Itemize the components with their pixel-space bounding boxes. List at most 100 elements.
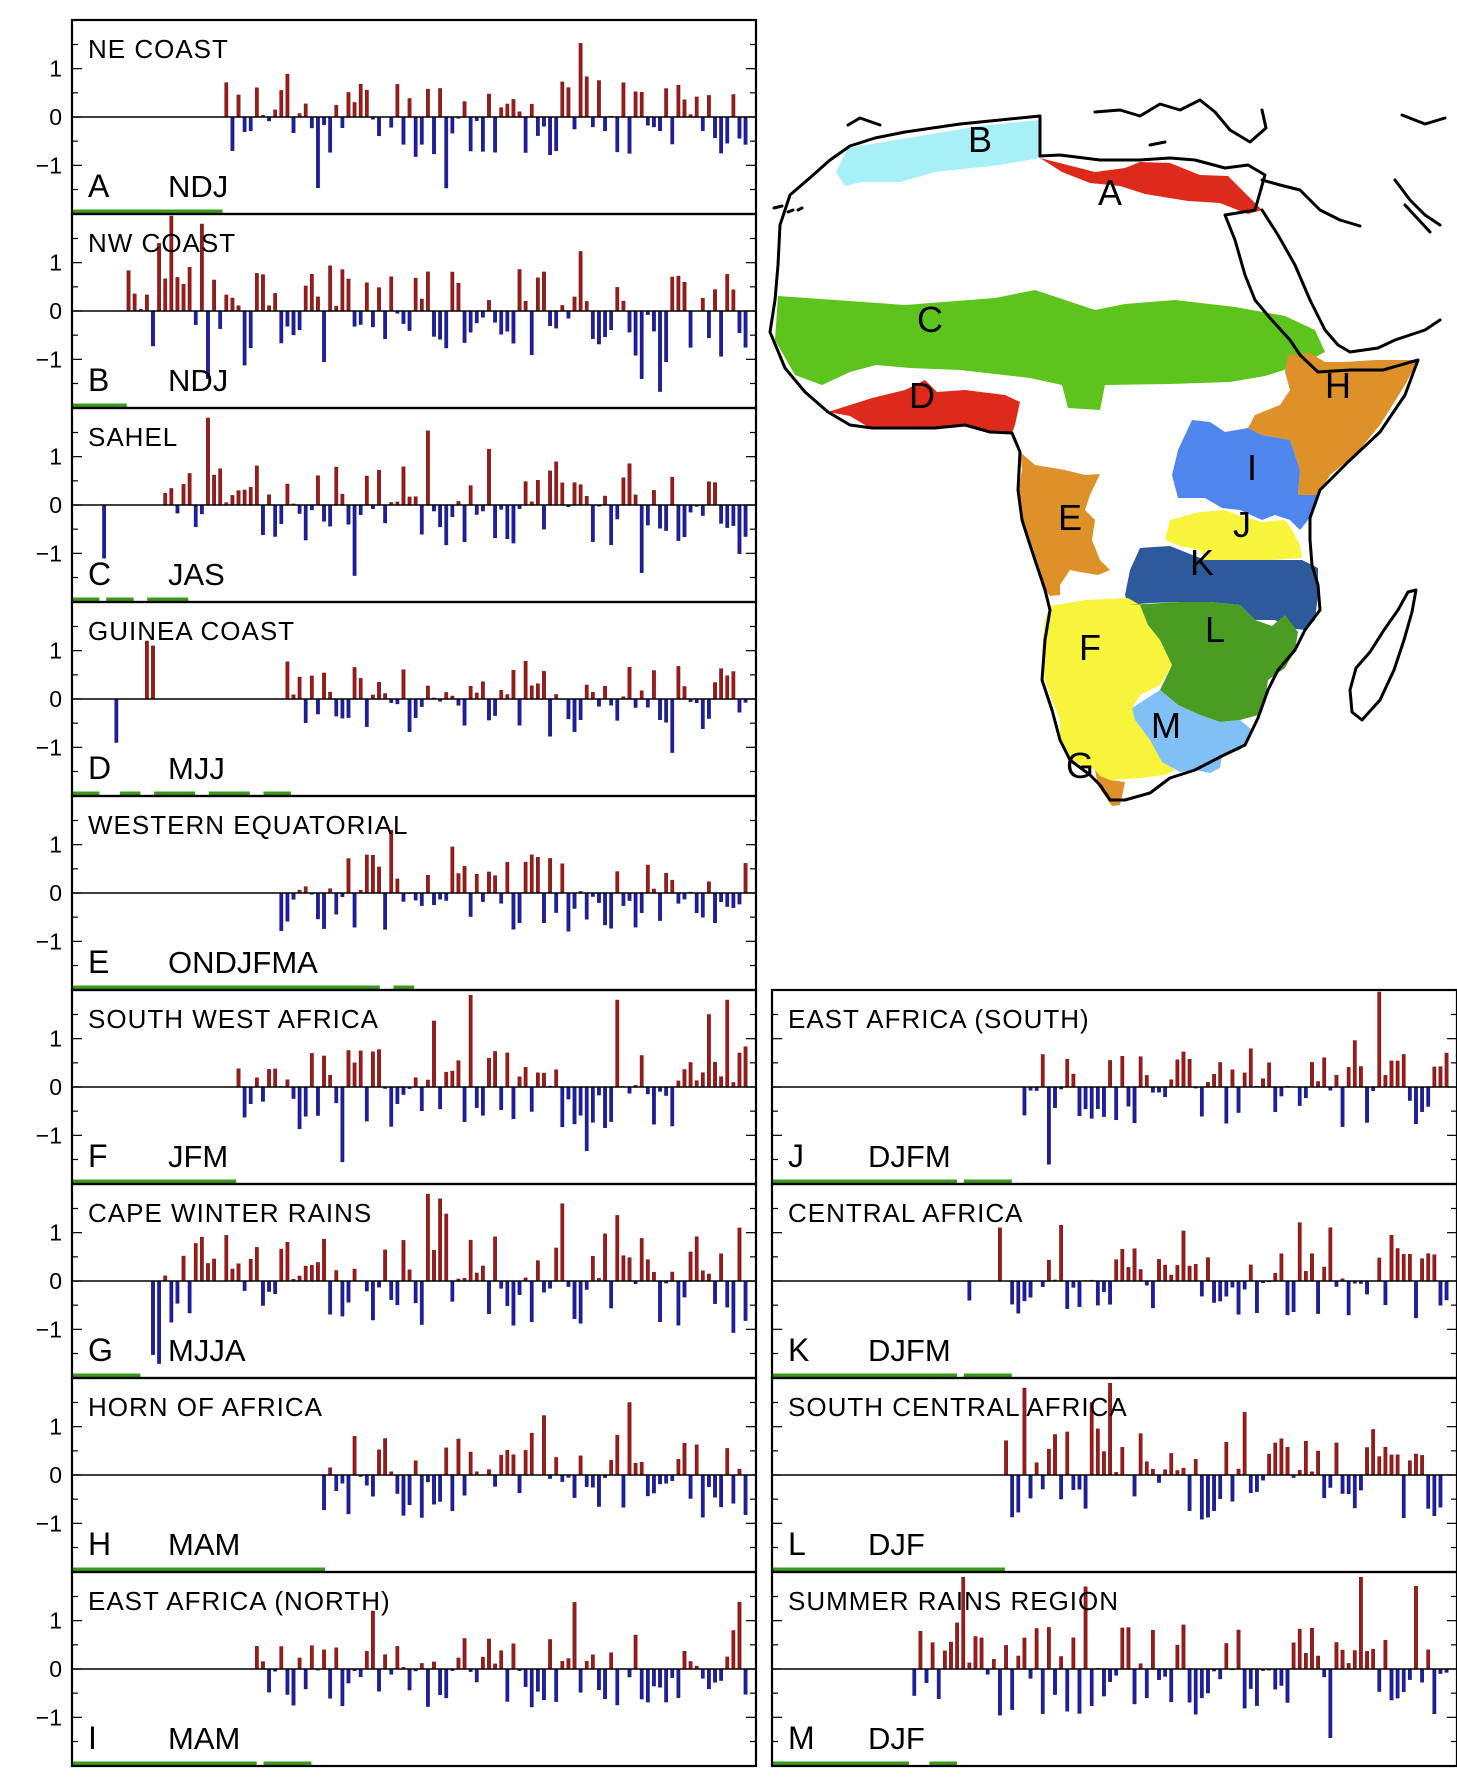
bar — [487, 449, 490, 505]
bar — [561, 1475, 564, 1482]
bar — [1408, 1461, 1411, 1475]
bar — [567, 699, 570, 719]
bar — [451, 1071, 454, 1087]
bar — [231, 495, 234, 505]
bar — [701, 117, 704, 131]
bar — [328, 1075, 331, 1087]
bar — [579, 699, 582, 720]
bar — [628, 464, 631, 505]
bar — [719, 1475, 722, 1507]
bar — [347, 279, 350, 311]
bar — [383, 311, 386, 339]
bar — [292, 117, 295, 133]
bar — [304, 699, 307, 723]
panel-letter: M — [788, 1720, 815, 1756]
bar — [328, 266, 331, 311]
bar — [640, 505, 643, 573]
bar — [689, 505, 692, 512]
bar — [732, 95, 735, 117]
bar — [677, 666, 680, 699]
bar — [298, 311, 301, 330]
ytick-label: 0 — [49, 1268, 62, 1294]
bar — [402, 670, 405, 699]
bar — [646, 699, 649, 707]
ytick-label: 0 — [49, 686, 62, 712]
ytick-label: 0 — [49, 298, 62, 324]
ytick-label: −1 — [36, 734, 62, 760]
bar — [713, 1669, 716, 1682]
bar — [420, 893, 423, 906]
bar — [1102, 1281, 1105, 1292]
bar — [640, 691, 643, 699]
bar — [402, 467, 405, 505]
bar — [353, 1269, 356, 1281]
bar — [1219, 1281, 1222, 1301]
bar — [1316, 1451, 1319, 1475]
bar — [1108, 1060, 1111, 1087]
bar — [420, 1087, 423, 1111]
map-label-f: F — [1079, 627, 1101, 668]
bar — [1139, 1057, 1142, 1087]
bar — [347, 859, 350, 893]
bar — [1298, 1223, 1301, 1281]
bar — [1439, 1475, 1442, 1507]
bar — [713, 117, 716, 138]
bar — [609, 505, 612, 545]
bar — [585, 77, 588, 117]
bar — [530, 1087, 533, 1111]
bar — [396, 1475, 399, 1494]
bar — [273, 1069, 276, 1087]
bar — [426, 89, 429, 117]
bar — [548, 699, 551, 736]
bar — [237, 95, 240, 117]
bar — [115, 699, 118, 743]
panel-title: HORN OF AFRICA — [88, 1392, 323, 1422]
map-label-a: A — [1098, 172, 1122, 213]
ytick-label: −1 — [36, 346, 62, 372]
bar — [732, 505, 735, 526]
bar — [518, 1475, 521, 1493]
bar — [1249, 1049, 1252, 1087]
bar — [1286, 1669, 1289, 1703]
bar — [1121, 1628, 1124, 1669]
bar — [500, 1651, 503, 1669]
bar — [261, 505, 264, 535]
bar — [738, 311, 741, 333]
bar — [998, 1669, 1001, 1715]
bar — [371, 1475, 374, 1496]
bar — [1378, 992, 1381, 1087]
bar — [225, 295, 228, 311]
bar — [1066, 1281, 1069, 1309]
bar — [445, 1448, 448, 1475]
bar — [671, 277, 674, 311]
bar — [579, 1281, 582, 1323]
bar — [377, 1669, 380, 1691]
bar — [616, 872, 619, 893]
bar — [377, 1050, 380, 1087]
bar — [524, 1450, 527, 1475]
bar — [310, 1265, 313, 1281]
bar — [677, 505, 680, 541]
bar — [396, 879, 399, 893]
bar — [713, 290, 716, 311]
bar — [335, 1648, 338, 1669]
panel-m: SUMMER RAINS REGIONM DJF — [772, 1572, 1457, 1766]
bar — [371, 311, 374, 327]
bar — [658, 1669, 661, 1687]
bar — [664, 1669, 667, 1702]
ytick-label: 0 — [49, 880, 62, 906]
bar — [1041, 1669, 1044, 1714]
bar — [286, 662, 289, 699]
bar — [744, 1281, 747, 1321]
bar — [1188, 1669, 1191, 1702]
bar — [493, 876, 496, 893]
bar — [304, 104, 307, 117]
bar — [365, 476, 368, 505]
bar — [1323, 1267, 1326, 1281]
bar — [292, 893, 295, 899]
bar — [1151, 1087, 1154, 1092]
bar — [1066, 1669, 1069, 1711]
bar — [261, 275, 264, 311]
bar — [1200, 1475, 1203, 1519]
bar — [671, 1669, 674, 1678]
